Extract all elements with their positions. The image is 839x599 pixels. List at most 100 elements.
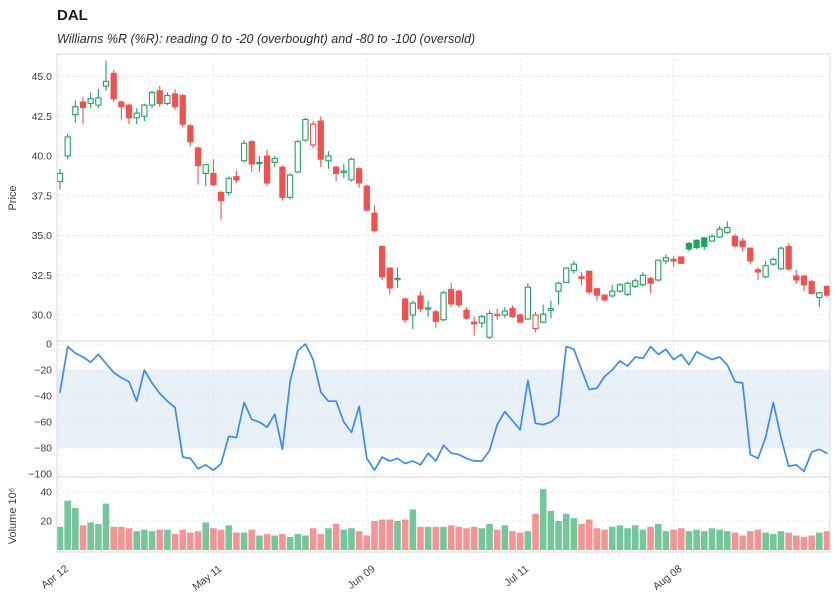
- y-tick-label: −40: [34, 391, 52, 403]
- candle-body: [164, 95, 171, 105]
- williams-r-line: [59, 343, 828, 473]
- candle: [540, 304, 547, 323]
- volume-bar: [202, 522, 210, 550]
- candle-body: [701, 237, 708, 248]
- volume-bar: [693, 529, 700, 550]
- candle-body: [133, 112, 140, 119]
- candle-body: [217, 192, 225, 202]
- candle: [164, 92, 171, 106]
- y-tick-label: −100: [28, 469, 52, 481]
- candle-body: [731, 235, 739, 247]
- candle-body: [256, 161, 263, 165]
- candle: [517, 313, 524, 323]
- volume-bar: [363, 535, 371, 550]
- candle: [363, 184, 370, 212]
- candle: [125, 103, 133, 125]
- volume-bar: [79, 525, 87, 550]
- candle: [409, 300, 416, 330]
- volume-bar: [417, 526, 424, 550]
- candle-body: [532, 314, 539, 330]
- candle: [417, 291, 424, 312]
- volume-bar: [486, 523, 493, 550]
- volume-bar: [478, 528, 486, 550]
- candle-body: [509, 308, 516, 318]
- candle: [586, 270, 593, 295]
- candle: [394, 267, 401, 288]
- candle: [501, 307, 509, 319]
- candle-body: [271, 157, 278, 163]
- candle: [793, 269, 800, 284]
- candle: [624, 281, 631, 296]
- volume-bar: [125, 528, 133, 550]
- candle: [532, 311, 539, 333]
- candle-body: [754, 269, 762, 273]
- volume-bar: [156, 529, 164, 550]
- volume-bar: [440, 526, 447, 550]
- candle-body: [279, 166, 286, 198]
- candle-body: [517, 314, 524, 323]
- candle: [647, 276, 654, 294]
- chart-subtitle: Williams %R (%R): reading 0 to -20 (over…: [57, 32, 476, 46]
- candle: [263, 149, 271, 187]
- candle: [639, 272, 647, 287]
- volume-bar: [547, 510, 555, 550]
- volume-bar: [187, 532, 194, 550]
- candle: [555, 281, 562, 305]
- candle-body: [639, 274, 647, 286]
- candle-body: [363, 185, 370, 211]
- candle-body: [739, 240, 746, 248]
- candle: [187, 124, 194, 147]
- candle: [348, 157, 355, 182]
- candle: [708, 233, 716, 242]
- candle: [72, 100, 79, 123]
- candle: [593, 287, 601, 301]
- candle: [494, 308, 501, 320]
- volume-bar: [639, 529, 647, 550]
- volume-bar: [164, 529, 171, 550]
- candle-body: [141, 104, 148, 117]
- candle: [563, 267, 570, 284]
- oversold-overbought-band: [57, 370, 830, 448]
- candle-body: [110, 72, 117, 100]
- candle-body: [386, 267, 393, 289]
- candle-body: [570, 263, 578, 272]
- candle-body: [317, 120, 324, 160]
- plot-border: [56, 53, 831, 553]
- candle-body: [409, 302, 416, 316]
- candle: [762, 260, 769, 279]
- volume-bar: [348, 528, 355, 550]
- volume-bar: [279, 534, 286, 550]
- volume-bar: [233, 532, 240, 550]
- volume-bar: [286, 536, 294, 550]
- candle: [325, 151, 332, 169]
- x-tick-label: Aug 08: [651, 563, 685, 593]
- candle: [95, 89, 102, 109]
- volume-bar: [616, 525, 624, 550]
- candle-body: [808, 281, 815, 295]
- candle-body: [593, 288, 601, 296]
- candle-body: [494, 313, 501, 317]
- candle: [800, 275, 808, 292]
- candle: [240, 140, 248, 163]
- candle: [171, 89, 179, 110]
- candle: [701, 237, 708, 250]
- candle-body: [524, 286, 532, 320]
- volume-bar: [470, 526, 478, 550]
- candle-body: [601, 294, 608, 301]
- candle-body: [371, 212, 378, 232]
- volume-bar: [171, 534, 179, 550]
- candle: [317, 116, 324, 168]
- candle-body: [286, 174, 294, 198]
- candle-body: [179, 95, 186, 125]
- y-tick-label: −80: [34, 443, 52, 455]
- volume-bar: [340, 529, 348, 550]
- candle-body: [762, 265, 769, 278]
- y-tick-label: 37.5: [32, 190, 53, 202]
- candle: [102, 60, 110, 91]
- volume-bar: [793, 535, 800, 550]
- candle: [770, 257, 777, 266]
- candle: [248, 140, 255, 172]
- volume-bar: [539, 489, 547, 550]
- volume-bar: [716, 529, 723, 550]
- volume-bar: [808, 535, 815, 550]
